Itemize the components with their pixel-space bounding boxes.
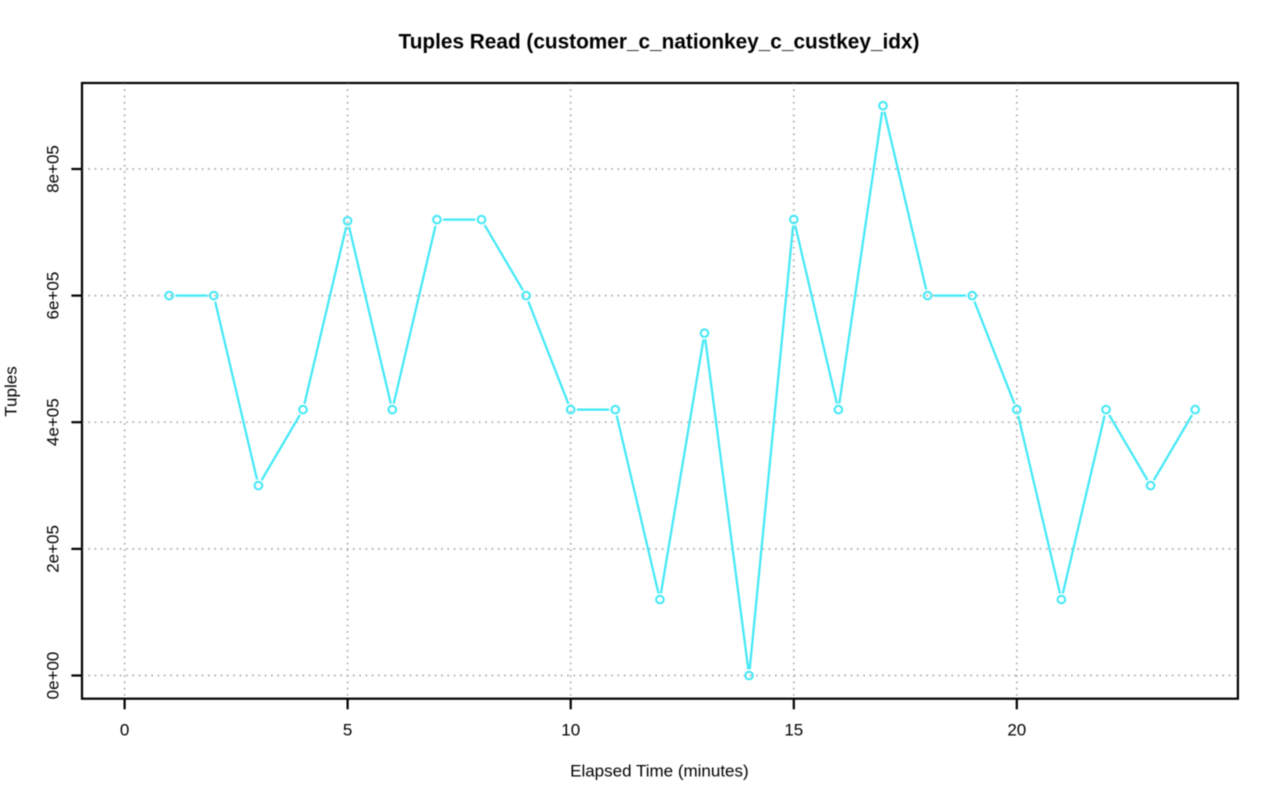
svg-text:4e+05: 4e+05 [44,398,63,446]
svg-text:2e+05: 2e+05 [44,525,63,573]
svg-text:0e+00: 0e+00 [44,652,63,700]
svg-text:0: 0 [120,720,129,739]
svg-text:8e+05: 8e+05 [44,145,63,193]
svg-text:Elapsed Time (minutes): Elapsed Time (minutes) [570,761,749,780]
svg-text:5: 5 [343,720,352,739]
svg-text:Tuples Read (customer_c_nation: Tuples Read (customer_c_nationkey_c_cust… [399,31,920,54]
svg-text:10: 10 [561,720,580,739]
svg-text:6e+05: 6e+05 [44,272,63,320]
svg-text:15: 15 [784,720,803,739]
svg-text:20: 20 [1007,720,1026,739]
svg-text:Tuples: Tuples [2,366,21,416]
